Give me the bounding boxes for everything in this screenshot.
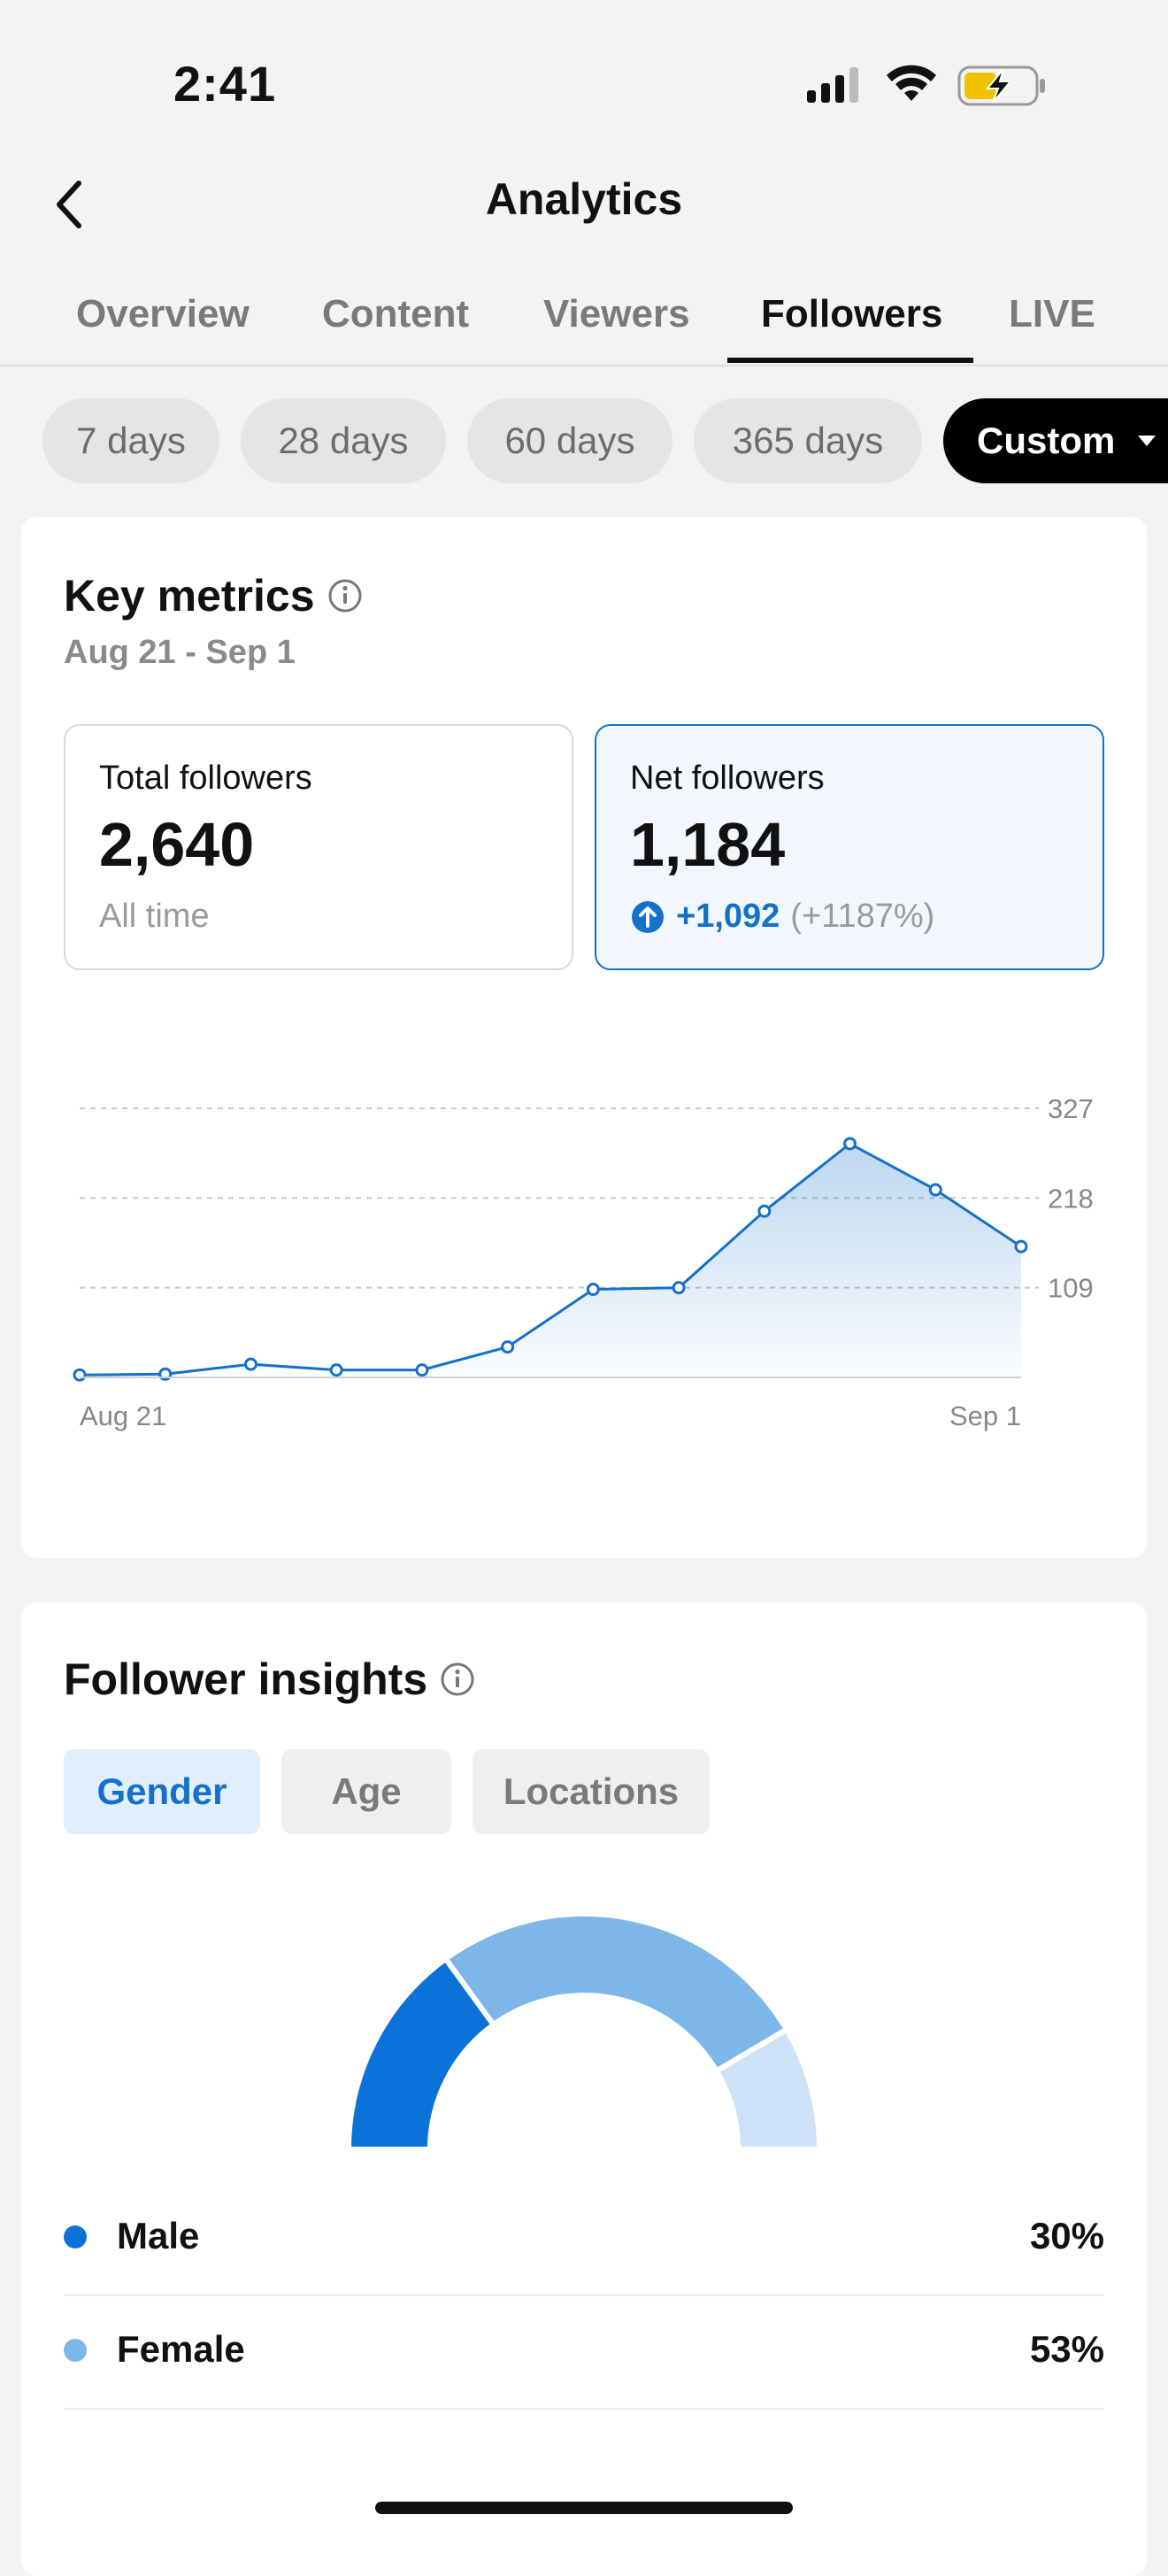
gender-donut-chart bbox=[345, 1911, 823, 2152]
net-followers-value: 1,184 bbox=[630, 810, 786, 879]
female-legend-dot bbox=[64, 2339, 87, 2362]
caret-down-icon bbox=[1138, 436, 1156, 446]
data-point[interactable] bbox=[243, 1357, 257, 1371]
male-percentage: 30% bbox=[1029, 2215, 1104, 2256]
chip-60-days[interactable]: 60 days bbox=[467, 398, 672, 483]
back-button[interactable] bbox=[39, 174, 101, 235]
tab-overview[interactable]: Overview bbox=[76, 292, 250, 335]
net-followers-label: Net followers bbox=[630, 760, 825, 797]
segment-gender[interactable]: Gender bbox=[64, 1749, 260, 1834]
net-followers-card[interactable]: Net followers 1,184 +1,092 (+1187%) bbox=[595, 724, 1104, 970]
chevron-left-icon bbox=[57, 181, 81, 228]
data-point[interactable] bbox=[415, 1363, 429, 1377]
home-indicator bbox=[375, 2502, 793, 2514]
total-followers-label: Total followers bbox=[99, 760, 312, 797]
data-point[interactable] bbox=[757, 1204, 772, 1218]
chip-28-days[interactable]: 28 days bbox=[241, 398, 446, 483]
tab-live[interactable]: LIVE bbox=[1009, 292, 1095, 335]
info-icon[interactable] bbox=[327, 578, 363, 613]
segment-locations[interactable]: Locations bbox=[473, 1749, 710, 1834]
tab-active-indicator bbox=[727, 358, 973, 363]
female-label: Female bbox=[117, 2328, 245, 2370]
page-title: Analytics bbox=[485, 174, 683, 224]
date-range-chips: 7 days 28 days 60 days 365 days Custom bbox=[0, 398, 1168, 483]
follower-insights-title: Follower insights bbox=[64, 1654, 475, 1705]
net-followers-change: +1,092 (+1187%) bbox=[630, 898, 934, 936]
data-point[interactable] bbox=[1014, 1239, 1028, 1253]
status-time: 2:41 bbox=[173, 56, 277, 112]
total-followers-note: All time bbox=[99, 898, 210, 935]
data-point[interactable] bbox=[586, 1283, 600, 1297]
data-point[interactable] bbox=[928, 1183, 942, 1197]
info-icon[interactable] bbox=[440, 1662, 475, 1697]
female-percentage: 53% bbox=[1029, 2328, 1104, 2370]
chip-7-days[interactable]: 7 days bbox=[42, 398, 219, 483]
data-point[interactable] bbox=[843, 1137, 857, 1151]
tab-content[interactable]: Content bbox=[322, 292, 470, 335]
segment-age[interactable]: Age bbox=[281, 1749, 451, 1834]
y-tick-label: 109 bbox=[1048, 1273, 1094, 1304]
male-label: Male bbox=[117, 2215, 200, 2256]
chip-custom[interactable]: Custom bbox=[943, 398, 1168, 483]
date-range-label: Aug 21 - Sep 1 bbox=[64, 634, 296, 671]
legend-row-female: Female 53% bbox=[64, 2294, 1104, 2410]
x-tick-label-end: Sep 1 bbox=[949, 1400, 1021, 1431]
legend-row-male: Male 30% bbox=[64, 2181, 1104, 2296]
x-tick-label-start: Aug 21 bbox=[80, 1400, 166, 1431]
male-legend-dot bbox=[64, 2225, 87, 2248]
analytics-tabs: Overview Content Viewers Followers LIVE bbox=[0, 266, 1168, 366]
tab-viewers[interactable]: Viewers bbox=[543, 292, 690, 335]
key-metrics-card: Key metrics Aug 21 - Sep 1 Total followe… bbox=[21, 517, 1147, 1558]
battery-charging-icon bbox=[957, 66, 1045, 106]
follower-insights-card: Follower insights Gender Age Locations M… bbox=[21, 1602, 1147, 2576]
chip-365-days[interactable]: 365 days bbox=[694, 398, 922, 483]
data-point[interactable] bbox=[73, 1368, 87, 1382]
follower-insights-title-text: Follower insights bbox=[64, 1654, 428, 1704]
net-followers-delta: +1,092 bbox=[676, 898, 780, 935]
status-bar: 2:41 bbox=[0, 0, 1168, 168]
chart-area bbox=[80, 1144, 1021, 1377]
key-metrics-title: Key metrics bbox=[64, 570, 363, 621]
status-icons bbox=[807, 64, 1064, 112]
signal-icon bbox=[807, 67, 858, 103]
y-tick-label: 218 bbox=[1048, 1183, 1094, 1214]
net-followers-chart: 327 218 109 Aug 21 Sep 1 bbox=[73, 1093, 1094, 1431]
chip-custom-label: Custom bbox=[977, 420, 1116, 461]
chart-line bbox=[79, 1142, 1022, 1377]
y-tick-label: 327 bbox=[1048, 1093, 1094, 1124]
key-metrics-title-text: Key metrics bbox=[64, 571, 315, 621]
data-point[interactable] bbox=[672, 1281, 686, 1295]
donut-slice-female[interactable] bbox=[442, 1911, 791, 2075]
net-followers-delta-pct: (+1187%) bbox=[790, 898, 935, 935]
donut-slice-other[interactable] bbox=[712, 2025, 823, 2152]
wifi-icon bbox=[887, 65, 936, 101]
data-point[interactable] bbox=[501, 1340, 515, 1354]
arrow-up-circle-icon bbox=[632, 900, 664, 933]
total-followers-value: 2,640 bbox=[99, 810, 255, 879]
total-followers-card[interactable]: Total followers 2,640 All time bbox=[64, 724, 573, 970]
tab-followers[interactable]: Followers bbox=[761, 292, 943, 335]
data-point[interactable] bbox=[329, 1363, 343, 1377]
